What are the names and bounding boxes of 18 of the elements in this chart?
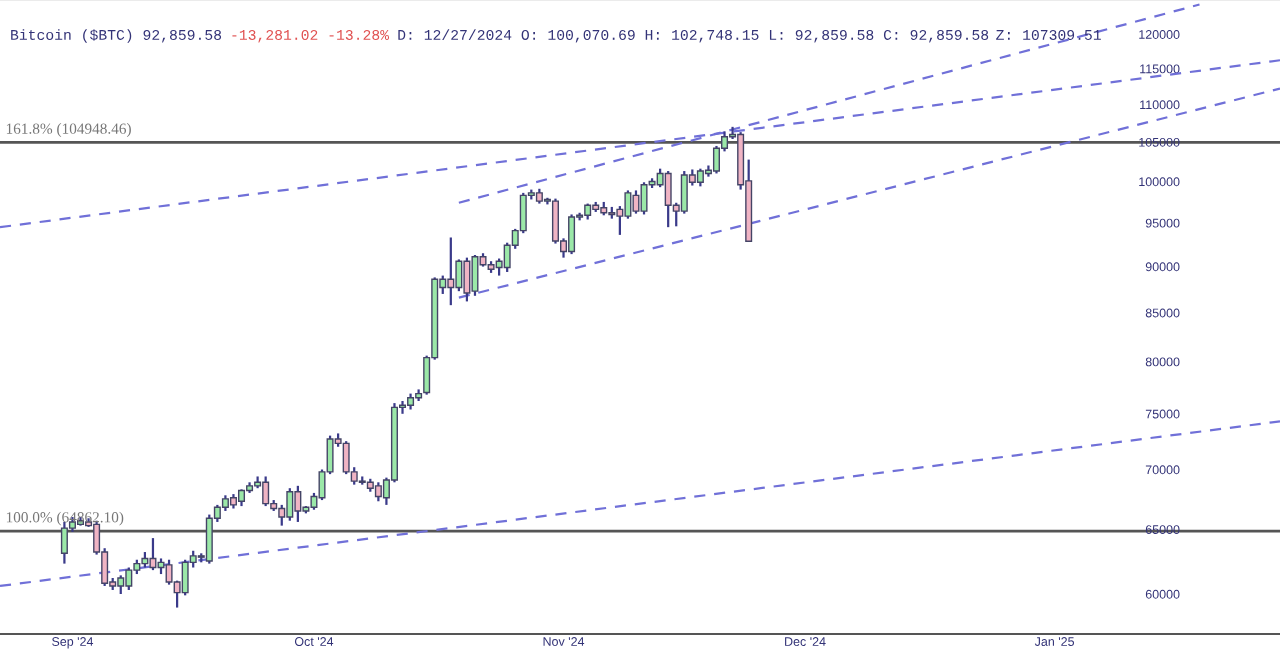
candlestick [463,256,471,303]
candlestick [181,558,189,597]
candlestick [447,236,455,307]
candlestick [640,181,648,216]
candlestick [471,253,479,297]
candlestick [568,213,576,256]
candlestick [262,475,270,508]
candlestick [664,169,672,229]
candlestick [680,169,688,215]
candlestick [374,481,382,503]
candlestick [205,513,213,565]
candlestick [125,566,133,592]
candlestick [632,189,640,215]
candlestick [149,536,157,572]
candlestick [294,484,302,524]
candlestick [165,558,173,586]
candlestick [117,574,125,596]
candlestick [286,487,294,522]
